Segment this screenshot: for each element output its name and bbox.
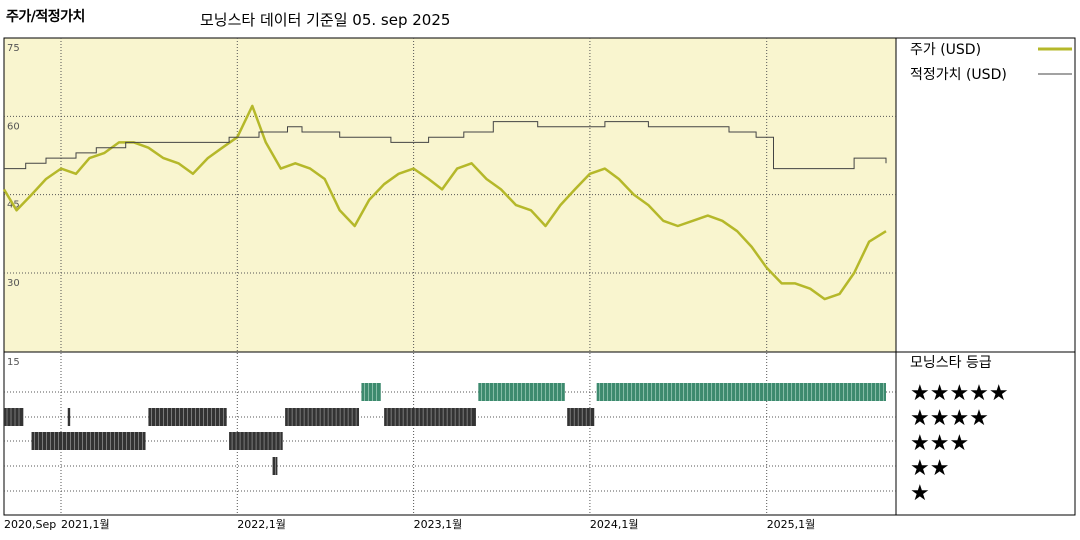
star-level-legend: ★★★★★★★★★★★★★★★ (910, 381, 1009, 506)
y-tick-label: 30 (7, 278, 20, 289)
rating-bar (4, 408, 24, 426)
price-plot-background (4, 38, 896, 352)
x-tick-label: 2022,1월 (237, 518, 286, 531)
rating-legend-title: 모닝스타 등급 (910, 355, 992, 371)
star-level-label: ★★★ (910, 431, 969, 456)
rating-bar (67, 408, 71, 426)
chart-frame (3, 37, 1076, 516)
legend: 주가 (USD) 적정가치 (USD) 모닝스타 등급 ★★★★★★★★★★★★… (910, 42, 1072, 506)
rating-bars: 15 (4, 357, 886, 475)
y-tick-label: 60 (7, 121, 20, 132)
fair-value-series-line (4, 121, 887, 170)
rating-bar (31, 432, 146, 450)
x-tick-label: 2023,1월 (414, 518, 463, 531)
chart-subtitle: 모닝스타 데이터 기준일 05. sep 2025 (200, 11, 451, 29)
star-level-label: ★★★★ (910, 406, 989, 431)
rating-bar (384, 408, 476, 426)
x-tick-label: 2021,1월 (61, 518, 110, 531)
rating-bar (596, 383, 886, 401)
series-lines (2, 104, 887, 301)
chart-title: 주가/적정가치 (6, 9, 85, 25)
star-level-label: ★★★★★ (910, 381, 1009, 406)
x-tick-label: 2025,1월 (767, 518, 816, 531)
price-series-line (2, 104, 887, 301)
star-level-label: ★ (910, 481, 930, 506)
y-tick-label: 75 (7, 43, 20, 54)
rating-bar (285, 408, 360, 426)
x-axis-ticks: 2020,Sep 2021,1월 2022,1월 2023,1월 2024,1월 2025… (4, 518, 815, 531)
legend-fair-value-label: 적정가치 (USD) (910, 67, 1007, 83)
rating-bar (272, 457, 278, 475)
star-level-label: ★★ (910, 456, 949, 481)
legend-price-label: 주가 (USD) (910, 42, 981, 58)
x-tick-label: 2024,1월 (590, 518, 639, 531)
rating-y-label: 15 (7, 357, 20, 368)
rating-bar (361, 383, 381, 401)
x-tick-label: 2020,Sep (4, 518, 56, 531)
